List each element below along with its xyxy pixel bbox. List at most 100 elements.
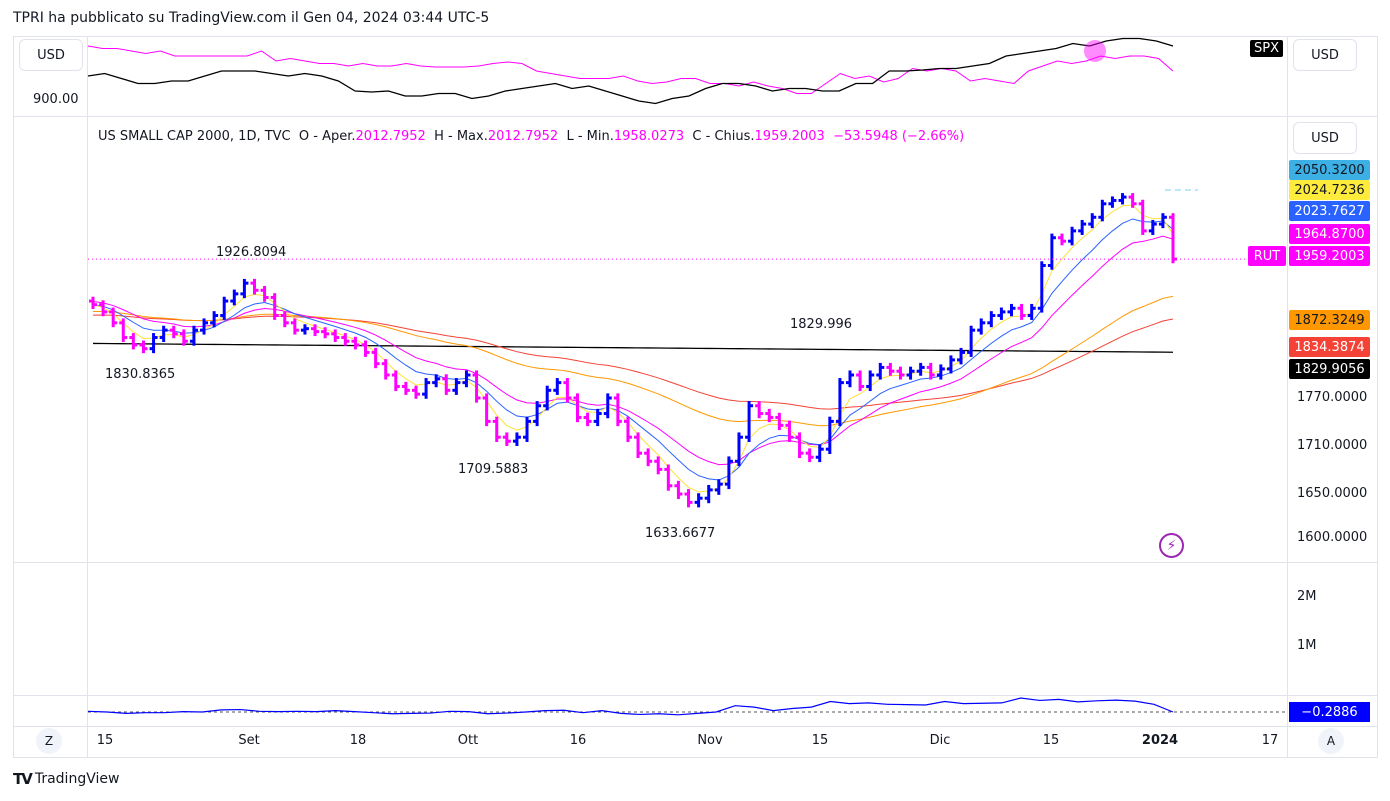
ohlc-bar (361, 340, 370, 357)
currency-button-top-right[interactable]: USD (1293, 39, 1357, 71)
left-scale-tick: 900.00 (33, 92, 79, 107)
ohlc-bar (1027, 303, 1036, 320)
ohlc-bar (987, 311, 996, 328)
ohlc-bar (240, 278, 249, 299)
volume-tick: 1M (1297, 638, 1317, 653)
ohlc-bar (331, 329, 340, 342)
time-tick: 2024 (1141, 733, 1179, 748)
ohlc-bar (684, 489, 693, 508)
ohlc-bar (946, 355, 955, 374)
ohlc-bar (977, 318, 986, 335)
ohlc-bar (1118, 193, 1127, 205)
high-annotation: 1829.996 (790, 317, 853, 332)
currency-button-main[interactable]: USD (1293, 122, 1357, 154)
ohlc-bar (805, 448, 814, 463)
legend-close: 1959.2003 (754, 129, 825, 144)
ohlc-bar (916, 362, 925, 376)
legend-change: −53.5948 (−2.66%) (833, 129, 965, 144)
ohlc-bar (795, 432, 804, 459)
ohlc-bar (886, 362, 895, 376)
zoom-reset-button[interactable]: Z (36, 728, 62, 754)
ohlc-bar (1138, 199, 1147, 235)
ohlc-bar (1108, 196, 1117, 208)
ohlc-bar (664, 464, 673, 491)
legend-low: 1958.0273 (613, 129, 685, 144)
ohlc-bar (290, 318, 299, 335)
left-scale-border (87, 37, 88, 757)
time-tick: 15 (811, 733, 829, 748)
time-tick: 17 (1261, 733, 1279, 748)
time-tick: Nov (697, 733, 723, 748)
pane-divider[interactable] (14, 562, 1377, 563)
ohlc-bar (1037, 261, 1046, 313)
ohlc-bar (694, 493, 703, 508)
publication-header: TPRI ha pubblicato su TradingView.com il… (13, 10, 490, 26)
time-tick: Dic (929, 733, 951, 748)
ohlc-bar (906, 366, 915, 380)
highlight-marker (1084, 40, 1106, 62)
ohlc-bar (300, 324, 309, 335)
oscillator-value-label: −0.2886 (1289, 702, 1370, 722)
ohlc-bar (432, 374, 441, 388)
pane-divider[interactable] (14, 695, 1377, 696)
price-label: 1829.9056 (1289, 359, 1370, 379)
ohlc-bar (785, 420, 794, 442)
ema-mid-line (92, 218, 1174, 481)
ema-slow-line (92, 235, 1174, 466)
ema-orange-line (92, 295, 1174, 427)
low-annotation: 1830.8365 (105, 367, 176, 382)
ohlc-bar (1057, 233, 1066, 246)
ohlc-bar (936, 364, 945, 380)
price-tick: 1600.0000 (1297, 530, 1368, 545)
ohlc-bar (815, 444, 824, 463)
ohlc-bar (391, 370, 400, 392)
price-label: 1872.3249 (1289, 310, 1370, 330)
auto-scale-button[interactable]: A (1318, 728, 1344, 754)
price-label: 1834.3874 (1289, 337, 1370, 357)
ohlc-bar (775, 412, 784, 431)
ohlc-bar (825, 416, 834, 455)
ohlc-bar (724, 456, 733, 490)
ohlc-bar (492, 416, 501, 442)
ohlc-bar (846, 370, 855, 388)
ohlc-bar (119, 318, 128, 342)
currency-button-left[interactable]: USD (19, 39, 83, 71)
time-axis-border (14, 726, 1377, 727)
legend-high-label: H - Max. (434, 129, 488, 144)
ohlc-bar (462, 370, 471, 388)
ohlc-bar (623, 416, 632, 442)
ohlc-bar (1017, 303, 1026, 320)
ohlc-bar (1068, 226, 1077, 246)
ohlc-bar (523, 416, 532, 442)
ohlc-bar (89, 296, 97, 309)
ohlc-bar (381, 359, 390, 380)
ohlc-bar (411, 385, 420, 399)
ohlc-bar (866, 370, 875, 392)
brand-name: TradingView (34, 771, 120, 787)
ema-red-line (92, 314, 1174, 410)
ohlc-bar (533, 401, 542, 427)
ohlc-bar (997, 307, 1006, 320)
lightning-icon[interactable]: ⚡ (1159, 533, 1184, 558)
right-scale-border (1287, 37, 1288, 757)
chart-frame (13, 36, 1378, 758)
pane-divider[interactable] (14, 116, 1377, 117)
ohlc-bar (1078, 219, 1087, 235)
ohlc-bar (311, 324, 320, 337)
tradingview-logo[interactable]: TV TradingView (13, 770, 119, 788)
ohlc-bar (351, 336, 360, 350)
legend-symbol[interactable]: US SMALL CAP 2000, 1D, TVC (98, 129, 291, 144)
price-label: 2023.7627 (1289, 201, 1370, 221)
ohlc-bar (472, 370, 481, 403)
ohlc-bar (321, 327, 330, 339)
low-annotation: 1709.5883 (458, 462, 529, 477)
ohlc-bar (401, 381, 410, 395)
ohlc-bar (583, 412, 592, 427)
ohlc-bar (573, 393, 582, 423)
ohlc-bar (704, 484, 713, 504)
ohlc-bar (99, 300, 108, 317)
ohlc-bar (1007, 303, 1016, 317)
ohlc-bar (442, 374, 451, 395)
ohlc-bar (896, 366, 905, 380)
